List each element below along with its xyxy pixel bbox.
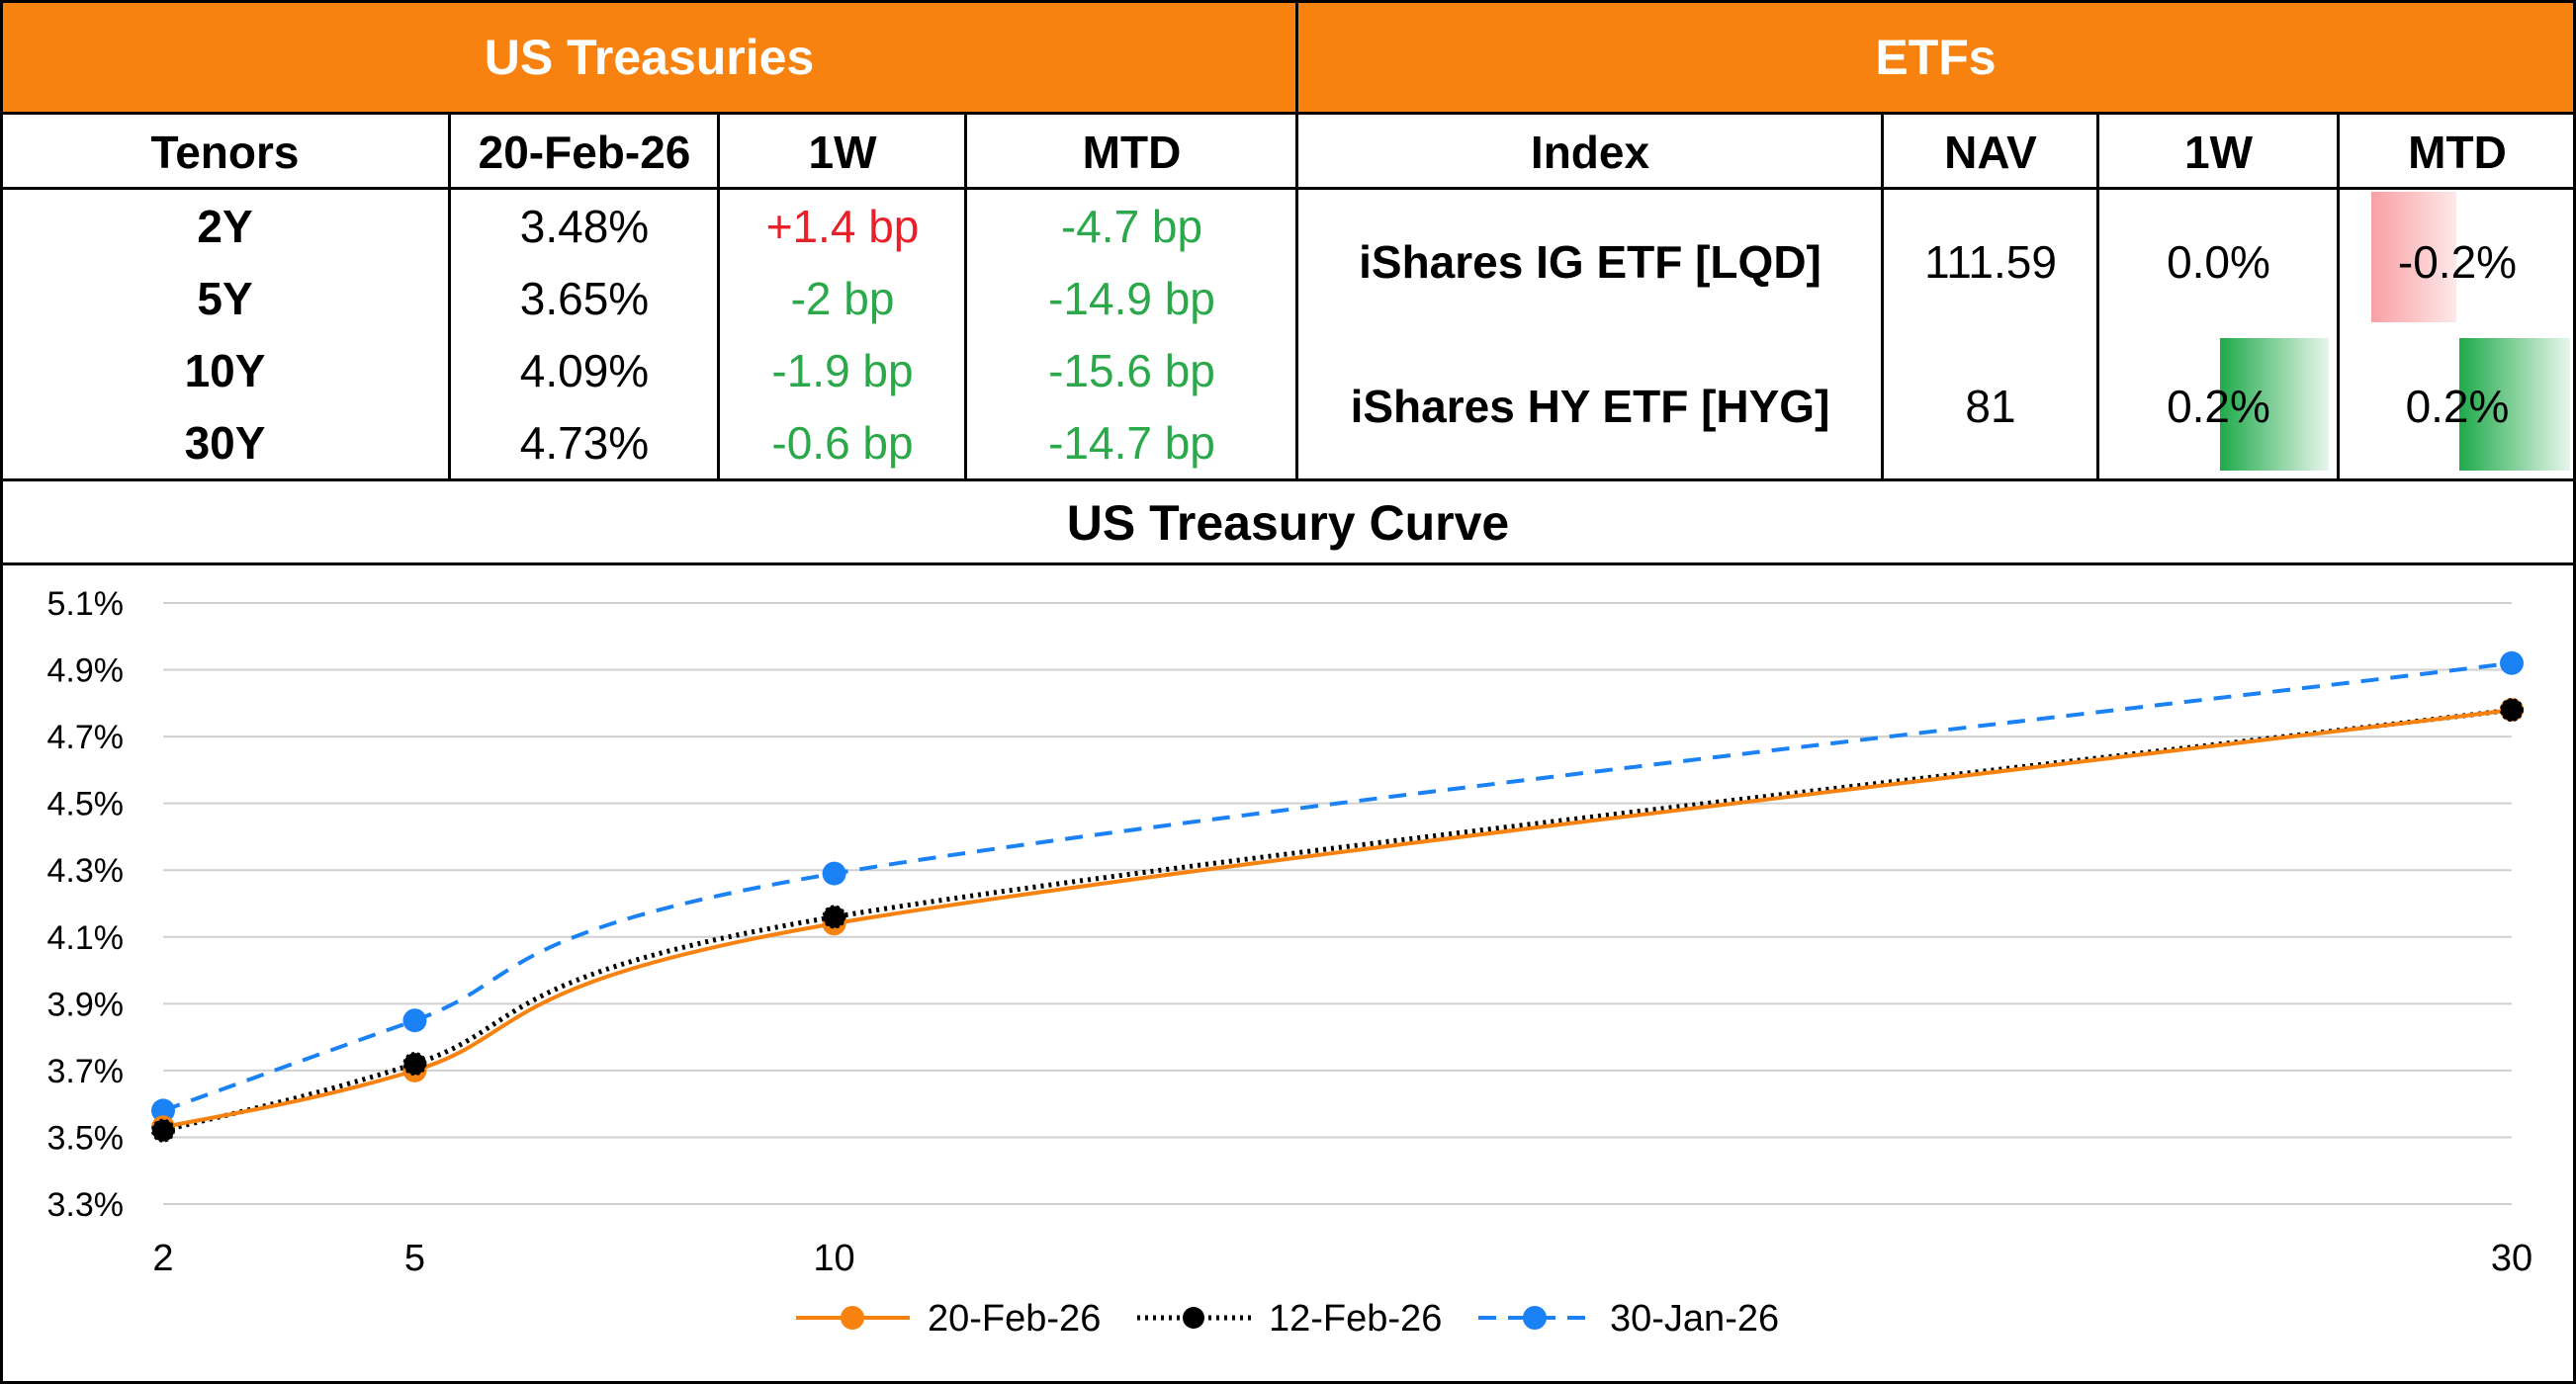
y-tick-label: 3.9% bbox=[47, 986, 125, 1023]
change-1w-2y: +1.4 bp bbox=[765, 200, 920, 252]
etfs-section-header: ETFs bbox=[1295, 0, 2576, 115]
change-1w-30y: -0.6 bp bbox=[771, 416, 914, 469]
lqd-mtd-bar bbox=[2371, 192, 2456, 322]
col-header-index: Index bbox=[1530, 127, 1650, 178]
etfs-title: ETFs bbox=[1875, 30, 1997, 85]
change-mtd-30y: -14.7 bp bbox=[1048, 416, 1215, 469]
y-tick-label: 3.3% bbox=[47, 1186, 125, 1224]
col-header-etf-1w: 1W bbox=[2184, 127, 2253, 178]
table-divider bbox=[0, 115, 3, 1384]
etf-1w-hyg: 0.2% bbox=[2167, 381, 2270, 432]
change-1w-5y: -2 bp bbox=[790, 272, 895, 324]
etf-1w-lqd: 0.0% bbox=[2167, 236, 2270, 288]
col-header-nav: NAV bbox=[1944, 127, 2037, 178]
col-header-tenors: Tenors bbox=[150, 127, 300, 178]
y-tick-label: 5.1% bbox=[47, 585, 125, 623]
tenor-5y: 5Y bbox=[197, 272, 253, 324]
col-header-mtd: MTD bbox=[1082, 127, 1182, 178]
legend-label: 20-Feb-26 bbox=[928, 1298, 1101, 1340]
y-tick-label: 3.5% bbox=[47, 1119, 125, 1157]
legend-marker bbox=[841, 1306, 864, 1330]
table-divider bbox=[0, 562, 2576, 565]
legend-marker bbox=[1183, 1307, 1204, 1329]
yield-10y: 4.09% bbox=[519, 344, 650, 396]
x-tick-label: 10 bbox=[813, 1238, 854, 1279]
col-header-1w: 1W bbox=[808, 127, 877, 178]
change-mtd-2y: -4.7 bp bbox=[1060, 200, 1203, 252]
table-divider bbox=[964, 115, 967, 480]
etf-mtd-hyg: 0.2% bbox=[2405, 381, 2510, 432]
col-header-etf-mtd: MTD bbox=[2408, 127, 2507, 178]
x-tick-label: 2 bbox=[152, 1238, 173, 1279]
tenor-2y: 2Y bbox=[197, 200, 253, 252]
yield-30y: 4.73% bbox=[519, 416, 650, 469]
yield-5y: 3.65% bbox=[519, 272, 650, 324]
change-1w-10y: -1.9 bp bbox=[771, 344, 914, 396]
etf-nav-hyg: 81 bbox=[1965, 381, 2016, 432]
data-point bbox=[402, 1008, 427, 1033]
y-tick-label: 4.1% bbox=[47, 919, 125, 957]
table-divider bbox=[2096, 115, 2099, 480]
table-divider bbox=[0, 187, 2576, 190]
table-divider bbox=[2573, 115, 2576, 1384]
hyg-1w-bar bbox=[2220, 338, 2329, 471]
series-line bbox=[162, 708, 2513, 1130]
col-header-date: 20-Feb-26 bbox=[478, 127, 691, 178]
data-point bbox=[822, 861, 846, 886]
table-divider bbox=[717, 115, 720, 480]
change-mtd-10y: -15.6 bp bbox=[1048, 344, 1215, 396]
table-divider bbox=[0, 1381, 2576, 1384]
legend-label: 12-Feb-26 bbox=[1269, 1298, 1442, 1340]
y-tick-label: 4.3% bbox=[47, 852, 125, 890]
data-point bbox=[151, 1118, 175, 1143]
yield-2y: 3.48% bbox=[519, 200, 650, 252]
legend-label: 30-Jan-26 bbox=[1610, 1298, 1779, 1340]
table-divider bbox=[1881, 115, 1884, 480]
x-tick-label: 30 bbox=[2491, 1238, 2532, 1279]
data-point bbox=[151, 1098, 175, 1123]
tenor-30y: 30Y bbox=[184, 416, 266, 469]
table-divider bbox=[0, 478, 2576, 481]
etf-mtd-lqd: -0.2% bbox=[2397, 236, 2518, 288]
hyg-mtd-bar bbox=[2459, 338, 2570, 471]
legend-marker bbox=[1523, 1306, 1547, 1330]
table-divider bbox=[1295, 115, 1298, 480]
etf-nav-lqd: 111.59 bbox=[1924, 236, 2057, 288]
data-point bbox=[2500, 698, 2524, 723]
data-point bbox=[402, 1052, 427, 1077]
data-point bbox=[822, 905, 846, 929]
table-divider bbox=[2337, 115, 2340, 480]
data-point bbox=[2500, 650, 2524, 675]
etf-name-lqd: iShares IG ETF [LQD] bbox=[1359, 236, 1821, 288]
tenor-10y: 10Y bbox=[184, 344, 266, 396]
series-line bbox=[162, 707, 2513, 1134]
treasuries-title: US Treasuries bbox=[484, 30, 815, 85]
y-tick-label: 4.7% bbox=[47, 719, 125, 756]
etf-name-hyg: iShares HY ETF [HYG] bbox=[1350, 381, 1830, 432]
treasuries-section-header: US Treasuries bbox=[0, 0, 1298, 115]
change-mtd-5y: -14.9 bp bbox=[1048, 272, 1215, 324]
x-tick-label: 5 bbox=[404, 1238, 425, 1279]
y-tick-label: 4.5% bbox=[47, 786, 125, 823]
y-tick-label: 4.9% bbox=[47, 652, 125, 690]
chart-title: US Treasury Curve bbox=[1066, 495, 1510, 551]
y-tick-label: 3.7% bbox=[47, 1053, 125, 1090]
table-divider bbox=[448, 115, 451, 480]
series-line bbox=[162, 660, 2513, 1113]
